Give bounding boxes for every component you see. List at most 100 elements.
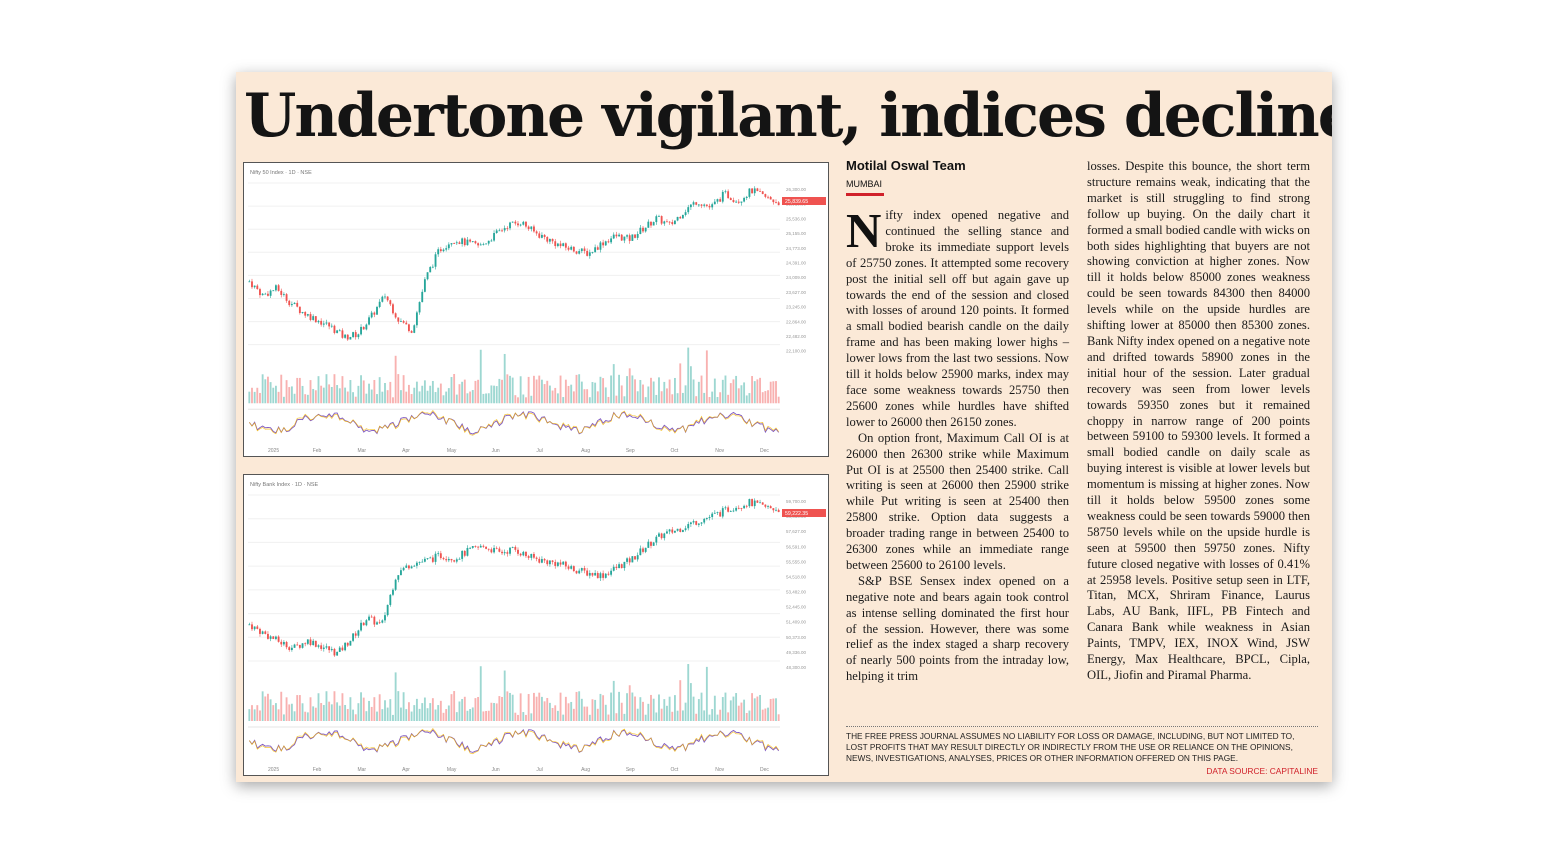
volume-bar xyxy=(397,691,400,721)
volume-bar xyxy=(546,380,549,404)
volume-bar xyxy=(671,711,674,721)
candle-body xyxy=(586,570,589,576)
volume-bar xyxy=(623,713,626,721)
candle-body xyxy=(753,500,756,507)
volume-bar xyxy=(700,692,703,721)
volume-bar xyxy=(721,697,724,721)
volume-bar xyxy=(431,698,434,721)
candle-body xyxy=(559,243,562,247)
candle-body xyxy=(333,325,336,333)
candle-body xyxy=(745,505,748,507)
candle-body xyxy=(506,552,509,554)
candle-body xyxy=(540,559,543,563)
volume-bar xyxy=(543,701,546,721)
volume-bar xyxy=(455,394,458,404)
volume-bar xyxy=(314,707,317,721)
volume-bar xyxy=(296,695,299,721)
volume-bar xyxy=(251,387,253,404)
volume-bar xyxy=(259,710,261,721)
volume-bar xyxy=(543,384,546,404)
volume-bar xyxy=(455,712,458,721)
candle-body xyxy=(269,290,272,296)
price-tick: 26,300.00 xyxy=(786,187,807,192)
volume-bar xyxy=(301,703,304,721)
candle-body xyxy=(748,499,751,507)
volume-bar xyxy=(293,711,296,721)
candle-body xyxy=(317,320,320,323)
volume-bar xyxy=(317,376,320,404)
volume-bar xyxy=(655,394,658,404)
candle-body xyxy=(338,647,341,652)
volume-bar xyxy=(745,713,748,721)
volume-bar xyxy=(522,394,525,404)
volume-bar xyxy=(378,694,381,721)
candle-body xyxy=(442,249,445,252)
candle-body xyxy=(312,640,315,645)
volume-bar xyxy=(533,692,535,721)
x-tick: Mar xyxy=(357,767,366,773)
volume-bar xyxy=(493,385,495,404)
candle-body xyxy=(445,248,448,250)
candle-body xyxy=(461,551,464,559)
volume-bar xyxy=(668,379,671,404)
volume-bar xyxy=(328,701,331,721)
volume-bar xyxy=(362,697,365,721)
candle-body xyxy=(623,236,626,241)
volume-bar xyxy=(658,694,660,721)
candle-body xyxy=(485,546,488,549)
volume-bar xyxy=(533,375,535,404)
volume-bar xyxy=(498,696,501,721)
volume-bar xyxy=(724,375,727,404)
candle-body xyxy=(554,561,557,566)
volume-bar xyxy=(453,691,456,721)
volume-bar xyxy=(578,691,581,721)
byline: Motilal Oswal Team xyxy=(846,158,966,173)
candle-body xyxy=(753,188,756,194)
candle-body xyxy=(775,202,777,203)
volume-bar xyxy=(264,379,267,404)
candle-body xyxy=(740,201,743,203)
volume-bar xyxy=(772,698,775,721)
volume-bar xyxy=(277,709,280,721)
volume-bar xyxy=(666,388,668,404)
volume-bar xyxy=(426,390,429,404)
candle-body xyxy=(407,324,410,332)
volume-bar xyxy=(463,379,466,404)
candle-body xyxy=(745,196,748,198)
candle-body xyxy=(567,566,570,569)
candle-body xyxy=(695,521,698,525)
candle-body xyxy=(679,528,682,532)
volume-bar xyxy=(274,703,277,721)
candle-body xyxy=(461,238,464,245)
candle-body xyxy=(376,622,378,625)
volume-bar xyxy=(394,672,397,721)
candle-body xyxy=(540,234,543,238)
candle-body xyxy=(455,242,458,244)
candle-body xyxy=(442,558,445,560)
candle-body xyxy=(482,545,485,547)
volume-bar xyxy=(692,379,695,404)
volume-bar xyxy=(357,385,360,404)
candle-body xyxy=(256,626,259,629)
candle-body xyxy=(261,631,264,634)
volume-bar xyxy=(644,714,647,721)
volume-bar xyxy=(405,391,408,404)
volume-bar xyxy=(349,697,352,721)
candle-body xyxy=(296,302,299,307)
candle-body xyxy=(277,636,280,642)
volume-bar xyxy=(530,395,533,404)
candle-body xyxy=(413,325,416,333)
candle-body xyxy=(748,188,751,197)
volume-bar xyxy=(261,691,264,721)
paragraph-3: S&P BSE Sensex index opened on a negativ… xyxy=(846,573,1069,684)
volume-bar xyxy=(490,385,493,404)
volume-bar xyxy=(381,709,384,721)
volume-bar xyxy=(471,390,474,404)
volume-bar xyxy=(482,393,485,404)
candle-body xyxy=(320,645,323,649)
volume-bar xyxy=(564,696,567,721)
volume-bar xyxy=(588,397,591,404)
volume-bar xyxy=(407,384,410,404)
candle-body xyxy=(402,321,405,323)
